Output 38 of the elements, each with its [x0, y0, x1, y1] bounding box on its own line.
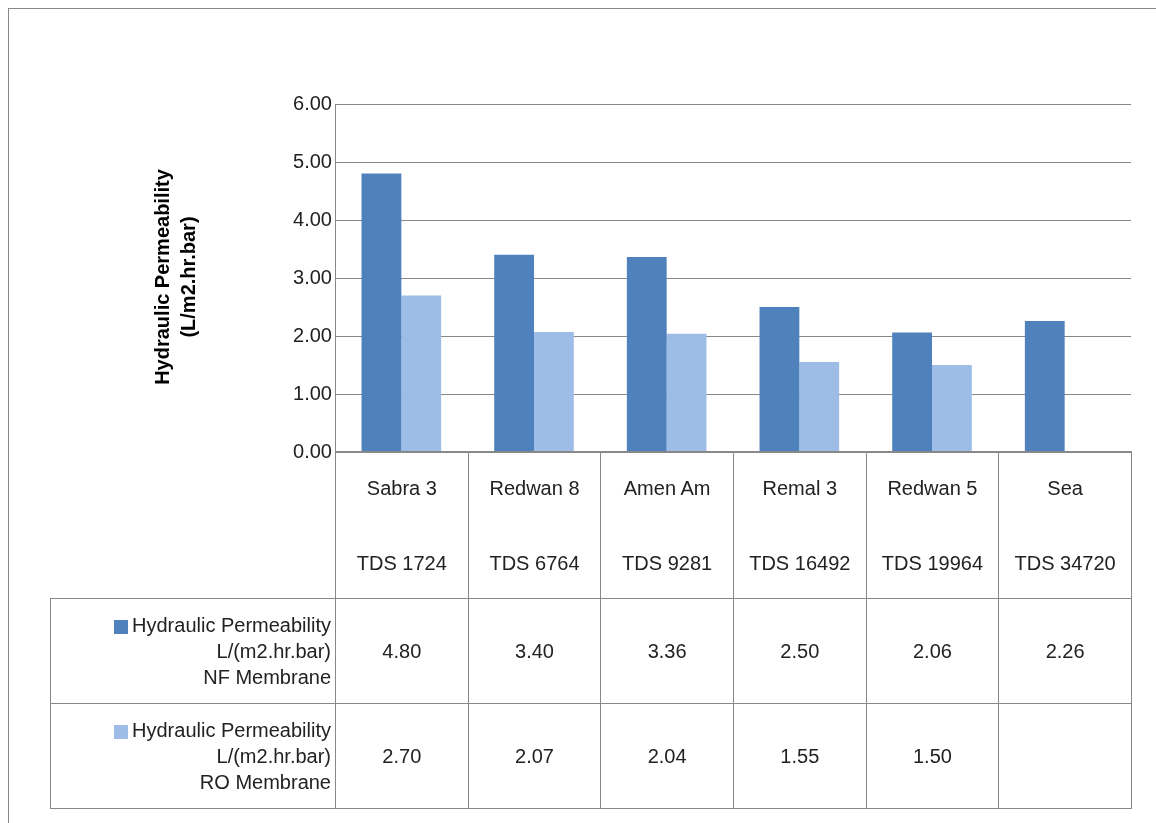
data-label: 1.50 — [866, 703, 999, 809]
y-axis-title: Hydraulic Permeability (L/m2.hr.bar) — [150, 169, 200, 385]
y-tick-label: 0.00 — [293, 439, 332, 462]
y-tick-label: 3.00 — [293, 265, 332, 288]
y-tick-label: 2.00 — [293, 323, 332, 346]
data-label: 2.07 — [468, 703, 601, 809]
bar — [759, 307, 800, 452]
legend-label: Hydraulic Permeability L/(m2.hr.bar) NF Membrane — [50, 598, 336, 704]
data-label: 4.80 — [335, 598, 469, 704]
bar — [401, 295, 442, 452]
category-label: Redwan 5 TDS 19964 — [881, 476, 984, 574]
category-label: Sea TDS 34720 — [1014, 476, 1116, 574]
data-label: 2.50 — [733, 598, 867, 704]
data-label: 2.04 — [600, 703, 734, 809]
y-tick-label: 1.00 — [293, 381, 332, 404]
bar — [626, 257, 667, 452]
bar — [1024, 320, 1065, 452]
bar — [892, 332, 932, 452]
data-label: 2.06 — [866, 598, 999, 704]
data-label: 2.70 — [335, 703, 469, 809]
bar — [361, 173, 402, 452]
data-label: 1.55 — [733, 703, 867, 809]
category-label: Sabra 3 TDS 1724 — [356, 476, 447, 574]
bar — [666, 333, 707, 452]
category-label: Amen Am TDS 9281 — [622, 476, 713, 574]
category-label: Remal 3 TDS 16492 — [749, 476, 851, 574]
data-label: 3.40 — [468, 598, 601, 704]
bar — [799, 362, 840, 452]
data-label: 2.26 — [998, 598, 1132, 704]
y-tick-label: 6.00 — [293, 91, 332, 114]
y-tick-label: 5.00 — [293, 149, 332, 172]
legend-label: Hydraulic Permeability L/(m2.hr.bar) RO Membrane — [50, 703, 336, 809]
y-tick-label: 4.00 — [293, 207, 332, 230]
bar — [494, 254, 534, 452]
category-label: Redwan 8 TDS 6764 — [489, 476, 580, 574]
bar — [534, 331, 574, 452]
bar — [932, 365, 972, 452]
data-label: 3.36 — [600, 598, 734, 704]
